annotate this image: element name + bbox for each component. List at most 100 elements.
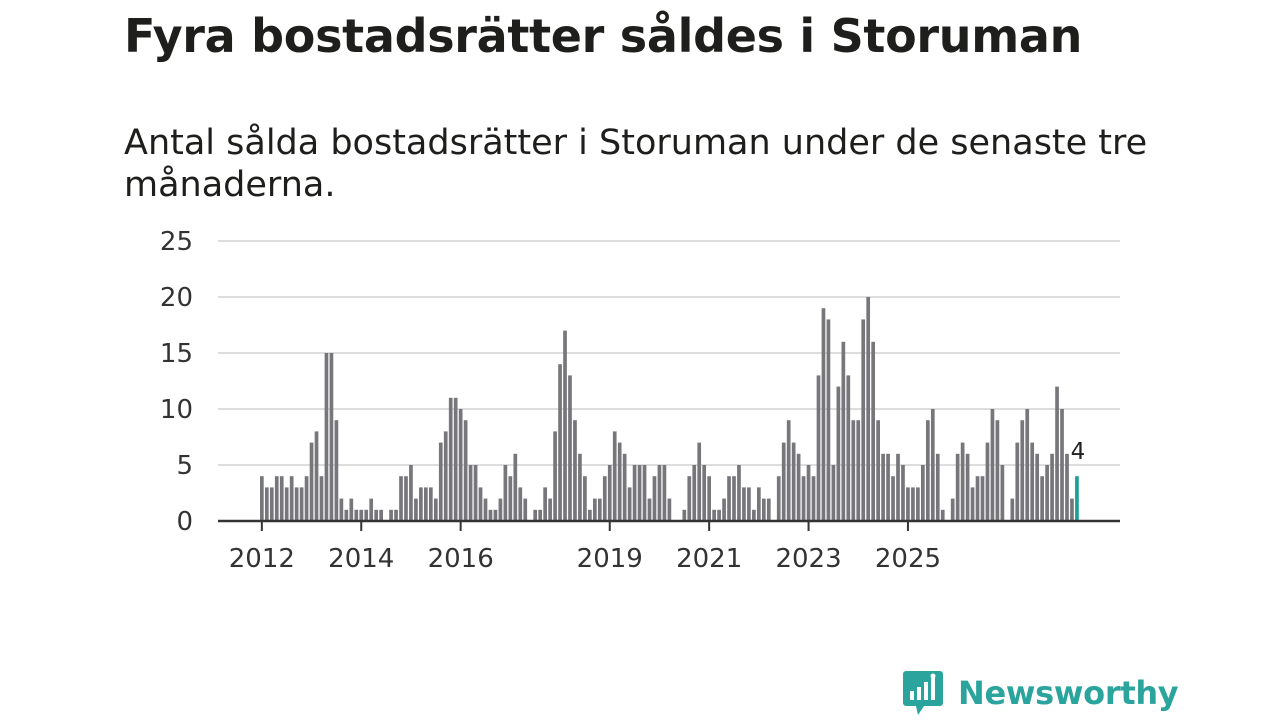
bar [717, 509, 721, 521]
bar [409, 465, 413, 521]
bar [811, 476, 816, 521]
bar [389, 509, 393, 521]
highlight-value-label: 4 [1071, 439, 1086, 465]
bar [831, 465, 836, 521]
bar [279, 476, 284, 521]
bar [622, 453, 627, 521]
bar [269, 487, 274, 521]
bar [324, 353, 329, 521]
bar [1035, 453, 1040, 521]
bar [438, 442, 443, 521]
bar [1025, 409, 1030, 521]
bar [806, 465, 811, 521]
bar [612, 431, 617, 521]
brand-logo: Newsworthy [902, 668, 1179, 718]
bar [379, 509, 383, 521]
bar [329, 353, 334, 521]
bar [433, 498, 438, 521]
bar [980, 476, 985, 521]
bar [975, 476, 980, 521]
bar [260, 476, 264, 521]
bar [925, 420, 930, 521]
bar [985, 442, 990, 521]
bar [791, 442, 796, 521]
bar [463, 420, 468, 521]
bar [965, 453, 970, 521]
bar [573, 420, 577, 521]
bar [687, 476, 692, 521]
newsworthy-logo-icon [903, 671, 943, 715]
bar [697, 442, 702, 521]
bar [796, 453, 801, 521]
bar [274, 476, 279, 521]
bar [990, 409, 995, 521]
bar [652, 476, 657, 521]
x-tick-label: 2016 [428, 544, 494, 574]
bar [518, 487, 523, 521]
x-tick-label: 2025 [875, 544, 941, 574]
bar [414, 498, 418, 521]
bar [856, 420, 861, 521]
data-labels: 4 [1071, 439, 1086, 465]
bar [533, 509, 538, 521]
bar [369, 498, 374, 521]
bar [757, 487, 761, 521]
bar [478, 487, 483, 521]
bar [592, 498, 597, 521]
bar [747, 487, 751, 521]
bar [294, 487, 299, 521]
bar [309, 442, 314, 521]
x-axis-ticks: 2012 2014 2016 2019 2021 2023 2025 [229, 521, 941, 574]
bar [448, 397, 453, 521]
bar [1045, 465, 1049, 521]
bar [473, 465, 478, 521]
bar [424, 487, 428, 521]
bar [886, 453, 890, 521]
bar [861, 319, 866, 521]
bar [1040, 476, 1044, 521]
bar [702, 465, 707, 521]
bar [906, 487, 910, 521]
bar [553, 431, 557, 521]
bar [836, 386, 841, 521]
bar [1055, 386, 1059, 521]
bar [821, 308, 826, 521]
bar [921, 465, 925, 521]
bar [896, 453, 900, 521]
bar [766, 498, 771, 521]
bar [1050, 453, 1054, 521]
bar [419, 487, 423, 521]
bar [786, 420, 791, 521]
bar [846, 375, 851, 521]
bar [667, 498, 672, 521]
bar [707, 476, 711, 521]
chart-title: Fyra bostadsrätter såldes i Storuman [124, 9, 1083, 63]
bar [1000, 465, 1005, 521]
bar [1060, 409, 1064, 521]
grid-lines [218, 240, 1120, 466]
bar [597, 498, 602, 521]
bar [995, 420, 1000, 521]
bars [260, 297, 1079, 521]
bar [722, 498, 726, 521]
bar [1020, 420, 1025, 521]
bar [627, 487, 632, 521]
bar [1015, 442, 1020, 521]
bar [935, 453, 940, 521]
bar [1065, 453, 1069, 521]
bar [826, 319, 831, 521]
bar [742, 487, 746, 521]
bar [727, 476, 731, 521]
bar [970, 487, 975, 521]
bar [543, 487, 547, 521]
bar [642, 465, 647, 521]
bar [647, 498, 652, 521]
bar [493, 509, 498, 521]
bar [602, 476, 607, 521]
y-tick-label: 25 [160, 227, 193, 257]
bar [339, 498, 344, 521]
bar [866, 297, 871, 521]
bar [871, 341, 876, 521]
bar [374, 509, 379, 521]
bar [1030, 442, 1035, 521]
